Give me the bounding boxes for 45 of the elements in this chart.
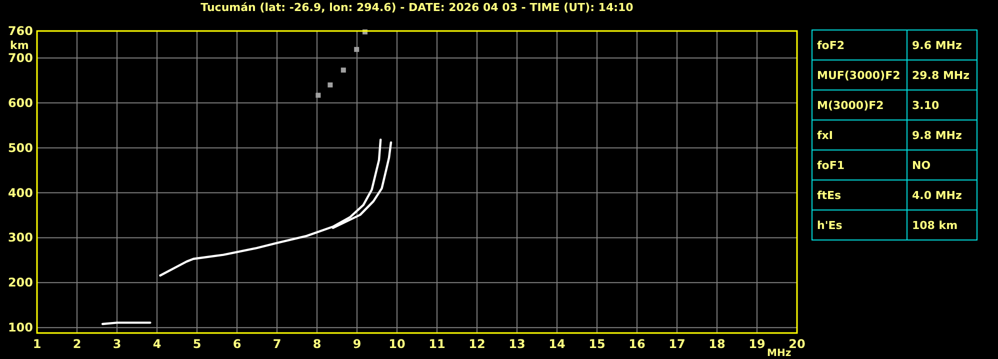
y-tick-label: 400 <box>8 186 33 200</box>
text: 9.8 MHz <box>912 129 962 142</box>
x-tick-label: 7 <box>272 337 282 351</box>
y-tick-label: 760 <box>8 24 33 38</box>
text: 9.6 MHz <box>912 39 962 52</box>
x-tick-label: 9 <box>352 337 362 351</box>
text: 3.10 <box>912 99 940 112</box>
x-tick-label: 5 <box>192 337 202 351</box>
text: NO <box>912 159 931 172</box>
x-tick-label: 1 <box>32 337 42 351</box>
x-tick-label: 3 <box>112 337 122 351</box>
x-tick-label: 2 <box>72 337 82 351</box>
text: foF1 <box>817 159 845 172</box>
x-tick-label: 8 <box>312 337 322 351</box>
x-tick-label: 14 <box>548 337 566 351</box>
y-tick-label: 600 <box>8 96 33 110</box>
text: h'Es <box>817 219 843 232</box>
text: ftEs <box>817 189 842 202</box>
y-tick-label: 200 <box>8 276 33 290</box>
x-tick-label: 12 <box>468 337 486 351</box>
y-tick-label: 100 <box>8 320 33 335</box>
chart-title: Tucumán (lat: -26.9, lon: 294.6) - DATE: 2026 04 03 - TIME (UT): 14:10 <box>200 1 634 14</box>
text: fxI <box>817 129 833 142</box>
x-tick-label: 16 <box>628 337 646 351</box>
text: 108 km <box>912 219 958 232</box>
text: MUF(3000)F2 <box>817 69 900 82</box>
x-tick-label: 17 <box>668 337 686 351</box>
x-tick-label: 10 <box>388 337 406 351</box>
x-tick-label: 6 <box>232 337 242 351</box>
text: foF2 <box>817 39 845 52</box>
x-tick-label: 19 <box>748 337 766 351</box>
text: 4.0 MHz <box>912 189 962 202</box>
x-tick-label: 20 <box>788 337 806 351</box>
y-tick-label: 500 <box>8 140 33 155</box>
y-axis-title: km <box>10 39 29 52</box>
x-axis-title: MHz <box>767 348 792 359</box>
x-tick-label: 18 <box>708 337 726 351</box>
text: M(3000)F2 <box>817 99 884 112</box>
x-tick-label: 13 <box>508 337 526 351</box>
x-tick-label: 11 <box>428 337 446 351</box>
y-tick-label: 300 <box>8 230 33 245</box>
y-tick-label: 700 <box>8 50 33 65</box>
text: 29.8 MHz <box>912 69 970 82</box>
x-tick-label: 15 <box>588 337 606 351</box>
x-tick-label: 4 <box>152 337 162 351</box>
